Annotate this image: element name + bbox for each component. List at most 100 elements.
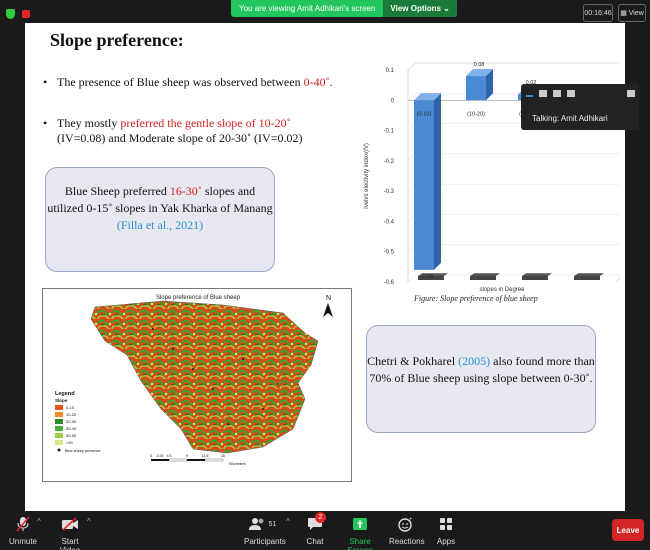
participants-caret-icon[interactable]: ^ [286,517,290,526]
map-title: Slope preference of Blue sheep [156,295,241,301]
participants-button[interactable]: 51 Participants [244,515,286,546]
start-video-button[interactable]: Start Video [52,515,88,550]
scale-unit: Kilometers [229,462,246,466]
box2-text: Chetri & Pokharel [367,354,459,368]
talking-indicator: Talking: Amit Adhikari [532,114,608,123]
bar-floor-shadow-3 [574,273,605,276]
bar-value-label-1: 0.08 [474,62,485,68]
apps-button[interactable]: Apps [434,515,458,546]
map-region [90,300,319,454]
leave-button[interactable]: Leave [612,519,644,541]
bullet-2-highlight: preferred the gentle slope of 10-20˚ [120,116,291,130]
x-axis-label: slopes in Degree [479,287,525,293]
bar-1 [466,76,486,101]
bullet-1-end: . [329,75,333,89]
view-button[interactable]: ▦ View [618,4,646,22]
view-options-button[interactable]: View Options ⌄ [383,0,457,17]
meeting-controls-bar: Unmute ^ Start Video ^ 51 Participants ^… [0,511,650,550]
box2-post: also found more than [490,354,595,368]
scale-tick-2: 4.5 [167,454,172,458]
legend-swatch-2 [55,419,63,424]
participants-icon: 51 [244,515,280,533]
box1-citation: (Filla et al., 2021) [116,218,204,232]
gridline-diag-3 [407,153,416,162]
bullet-1-highlight: 0-40˚ [303,75,330,89]
share-screen-button[interactable]: Share Screen [340,515,380,550]
audio-options-caret-icon[interactable]: ^ [37,517,41,526]
speaker-mini-window[interactable]: Talking: Amit Adhikari [521,84,639,130]
gallery-view-icon[interactable] [567,90,575,97]
legend-class-2: 20-30 [66,419,77,424]
security-shield-icon[interactable] [6,9,15,19]
apps-label: Apps [436,537,456,546]
category-label-0: (0-10) [417,111,432,117]
speaker-view-icon[interactable] [539,90,547,97]
box2-line2: 70% of Blue sheep using slope between 0-… [369,371,593,385]
reactions-label: Reactions [389,537,425,546]
slope-map-svg: Slope preference of Blue sheep N [55,295,333,466]
y-tick-1: 0 [391,98,395,104]
recording-icon[interactable] [22,10,30,18]
gridline-diag-6 [407,244,416,252]
y-tick-7: -0.6 [384,280,395,286]
map-scale-bar: 0 2.25 4.5 9 13.5 18 Kilometers [150,454,246,466]
electivity-chart-svg: 0.1 0 -0.1 -0.2 -0.3 -0.4 -0.5 -0.6 Ivelvs elect… [364,62,624,293]
north-label: N [326,295,331,302]
chat-badge: 2 [315,512,326,523]
minimize-icon[interactable] [526,95,533,97]
legend-presence-label: Blue sheep presence [65,449,101,453]
blue-sheep-presence-points [152,328,279,425]
gridline-diag-4 [407,183,416,192]
bar-value-label-0: -0.56 [421,274,434,280]
electivity-chart: 0.1 0 -0.1 -0.2 -0.3 -0.4 -0.5 -0.6 Ivelvs elect… [330,50,624,305]
y-tick-6: -0.5 [384,250,395,256]
meeting-timer: 00:16:46 [583,4,613,22]
bullet-2-text: They mostly [57,116,121,130]
gridline-diag-2 [407,123,416,131]
apps-icon [434,515,458,533]
north-arrow-icon: N [323,295,333,317]
viewing-message: You are viewing Amit Adhikari's screen [239,4,376,13]
view-options-label: View Options [390,4,441,13]
video-options-caret-icon[interactable]: ^ [87,517,91,526]
reactions-button[interactable]: + Reactions [389,515,425,546]
legend-slope-label: Slope [55,398,68,403]
slide-title: Slope preference: [50,30,184,50]
map-legend: Legend Slope 0-10 10-20 20-30 30-40 40-50 >50… [55,391,101,453]
legend-swatch-1 [55,412,63,417]
bar-floor-shadow-1 [470,273,501,276]
gallery-strip-icon[interactable] [553,90,561,97]
share-screen-icon [340,515,380,533]
legend-swatch-3 [55,426,63,431]
box1-highlight: 16-30˚ [169,184,202,198]
bar-value-label-2: 0.02 [526,80,537,86]
legend-class-3: 30-40 [66,426,77,431]
y-tick-4: -0.3 [384,189,395,195]
scale-tick-1: 2.25 [157,454,164,458]
unmute-label: Unmute [8,537,37,546]
bar-side-1 [486,69,493,101]
box1-mid: slopes and [201,184,256,198]
y-tick-0: 0.1 [386,68,395,74]
chat-label: Chat [306,537,324,546]
top-bar: You are viewing Amit Adhikari's screen V… [0,0,650,26]
bullet-2-line2: (IV=0.08) and Moderate slope of 20-30˚ (… [57,131,303,145]
participants-count: 51 [268,520,277,528]
reactions-icon: + [389,515,421,533]
exit-mini-icon[interactable] [627,90,635,97]
view-label: View [628,9,644,17]
share-screen-label: Share Screen [347,537,372,550]
unmute-button[interactable]: Unmute [8,515,38,546]
legend-class-1: 10-20 [66,412,77,417]
y-tick-5: -0.4 [384,219,395,225]
y-tick-2: -0.1 [384,129,395,135]
participants-label: Participants [244,537,286,546]
legend-title: Legend [55,391,75,397]
y-tick-3: -0.2 [384,159,395,165]
legend-class-0: 0-10 [66,405,75,410]
figure-caption: Figure: Slope preference of blue sheep [414,294,538,303]
svg-text:+: + [409,517,413,523]
bullet-1-text: The presence of Blue sheep was observed … [57,75,304,89]
legend-swatch-5 [55,440,63,445]
muted-mic-icon [8,515,38,533]
